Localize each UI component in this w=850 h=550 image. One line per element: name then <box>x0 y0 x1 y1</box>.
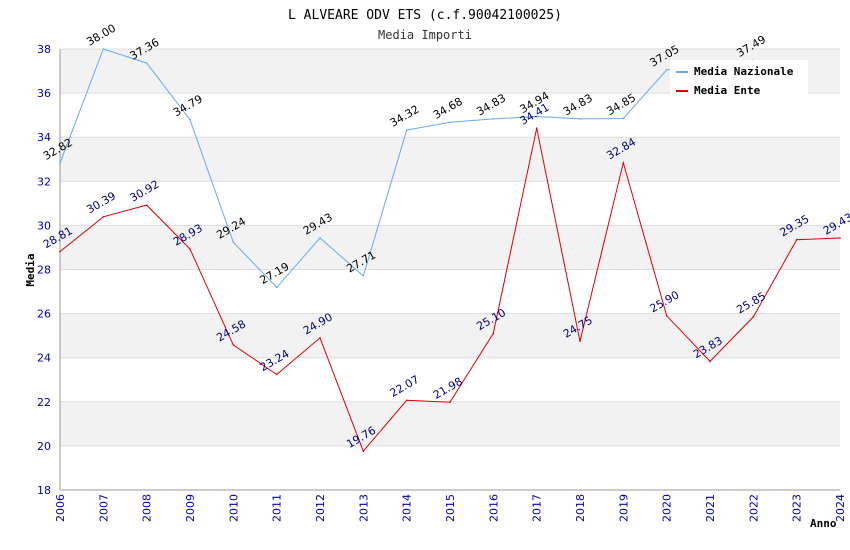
y-tick-label: 22 <box>37 396 51 409</box>
data-point <box>319 337 321 339</box>
data-point <box>535 127 538 129</box>
data-point <box>102 48 105 50</box>
x-tick-label: 2008 <box>141 494 154 522</box>
data-point <box>665 315 668 317</box>
data-point <box>145 62 148 64</box>
data-point <box>145 204 148 206</box>
x-tick-label: 2015 <box>444 494 457 522</box>
legend-box <box>670 60 808 96</box>
data-point <box>579 118 581 120</box>
data-point <box>232 241 235 243</box>
y-tick-label: 32 <box>37 175 51 188</box>
legend-entry: Media Nazionale <box>694 65 794 78</box>
x-tick-label: 2019 <box>617 494 630 522</box>
y-tick-label: 36 <box>37 87 51 100</box>
data-point <box>579 340 581 342</box>
y-axis-ticks: 18 20 22 24 26 28 30 32 34 36 38 <box>37 43 51 497</box>
y-tick-label: 38 <box>37 43 51 56</box>
x-tick-label: 2006 <box>54 494 67 522</box>
y-tick-label: 34 <box>37 131 51 144</box>
data-point <box>492 332 495 335</box>
y-tick-label: 28 <box>37 264 51 277</box>
legend-entry: Media Ente <box>694 84 761 97</box>
data-point <box>189 248 191 250</box>
y-tick-label: 18 <box>37 484 51 497</box>
data-point <box>449 401 451 404</box>
data-point <box>59 162 61 165</box>
x-tick-label: 2014 <box>401 494 414 522</box>
data-point <box>362 275 365 277</box>
data-point <box>405 129 408 131</box>
x-tick-label: 2012 <box>314 494 327 522</box>
data-point <box>492 118 495 120</box>
data-point <box>275 373 278 376</box>
x-tick-label: 2010 <box>227 494 240 522</box>
x-tick-label: 2011 <box>271 494 284 522</box>
y-tick-label: 30 <box>37 219 51 232</box>
legend: Media Nazionale Media Ente <box>670 60 808 97</box>
x-tick-label: 2013 <box>357 494 370 522</box>
x-tick-label: 2017 <box>531 494 544 522</box>
y-tick-label: 26 <box>37 308 51 321</box>
x-tick-label: 2021 <box>704 494 717 522</box>
data-point <box>752 316 755 318</box>
data-point <box>795 238 798 241</box>
x-axis-ticks: 2006 2007 2008 2009 2010 2011 2012 2013 2014 2015… <box>54 494 847 522</box>
chart-subtitle: Media Importi <box>378 28 472 42</box>
data-point <box>232 344 235 346</box>
grid-band <box>60 401 840 446</box>
y-tick-label: 20 <box>37 440 51 453</box>
data-point <box>275 286 278 289</box>
x-tick-label: 2009 <box>184 494 197 522</box>
chart-title: L ALVEARE ODV ETS (c.f.90042100025) <box>288 8 562 23</box>
data-point <box>622 117 625 120</box>
data-point <box>709 360 711 363</box>
data-point <box>839 237 841 239</box>
data-label: 38.00 <box>84 22 118 49</box>
x-tick-label: 2007 <box>97 494 110 522</box>
data-point <box>535 115 538 118</box>
x-tick-label: 2018 <box>574 494 587 522</box>
grid-band <box>60 313 840 358</box>
data-point <box>189 118 191 121</box>
data-point <box>665 69 668 71</box>
x-tick-label: 2022 <box>747 494 760 522</box>
y-tick-label: 24 <box>37 352 51 365</box>
data-point <box>59 250 61 253</box>
data-point <box>405 399 408 402</box>
grid-band <box>60 225 840 270</box>
y-axis-title: Media <box>24 253 37 286</box>
data-point <box>102 216 105 218</box>
x-tick-label: 2023 <box>791 494 804 522</box>
x-tick-label: 2020 <box>661 494 674 522</box>
x-tick-label: 2024 <box>834 494 847 522</box>
x-axis-title: Anno <box>810 517 837 530</box>
grid-band <box>60 137 840 182</box>
x-tick-label: 2016 <box>487 494 500 522</box>
data-point <box>449 121 451 124</box>
data-point <box>622 161 625 164</box>
data-point <box>319 237 321 239</box>
data-point <box>362 450 365 452</box>
